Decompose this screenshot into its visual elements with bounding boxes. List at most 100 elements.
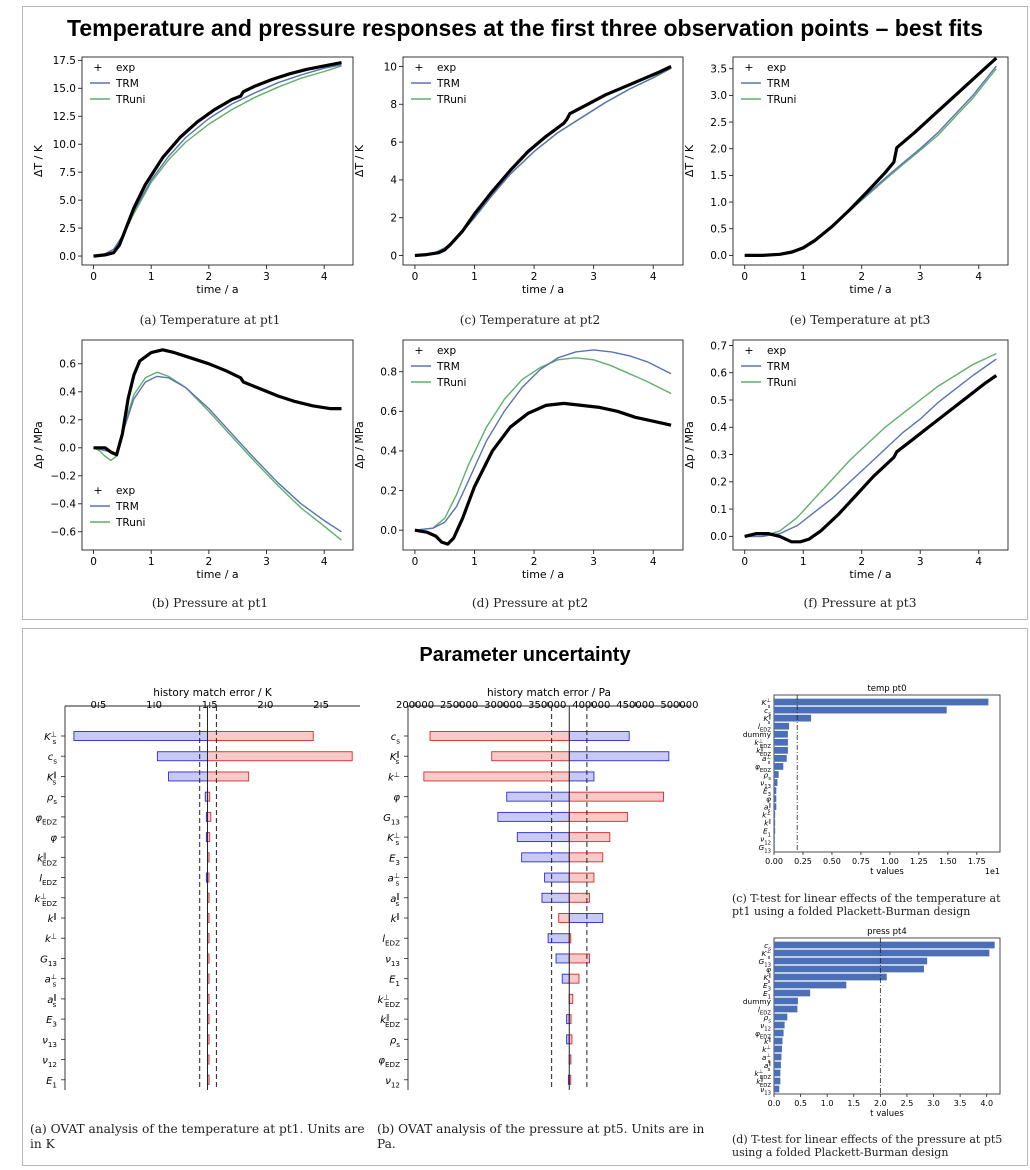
x-tick-label: 1.25 xyxy=(910,857,928,866)
y-tick-label: 0.7 xyxy=(710,340,727,352)
x-tick-label: 2 xyxy=(206,271,213,283)
high-bar xyxy=(207,811,212,822)
bar xyxy=(774,827,776,835)
category-label: dummy xyxy=(743,997,772,1006)
x-tick-label: 3 xyxy=(917,271,924,283)
category-label: cs xyxy=(764,941,771,953)
bar xyxy=(774,738,788,746)
top-panel: Temperature and pressure responses at th… xyxy=(22,6,1028,620)
high-bar xyxy=(423,771,570,782)
x-tick-label: 1.0 xyxy=(821,1099,834,1108)
category-label: E3 xyxy=(389,853,400,867)
caption-ttest-temperature: (c) T-test for linear effects of the tem… xyxy=(732,892,1001,918)
high-bar xyxy=(568,973,580,984)
x-tick-label: 1.00 xyxy=(881,857,899,866)
series-line-TRM xyxy=(93,64,342,257)
bar xyxy=(774,706,947,714)
category-label: a∥ s xyxy=(764,1060,771,1073)
category-label: ν12 xyxy=(385,1076,400,1090)
x-axis-label: t values xyxy=(870,1109,904,1119)
legend-marker-exp: + xyxy=(744,344,753,357)
x-axis-label: time / a xyxy=(849,568,891,581)
category-label: ρs xyxy=(47,793,57,807)
y-tick-label: 0.8 xyxy=(380,366,397,378)
caption-ttest-pressure: (d) T-test for linear effects of the pre… xyxy=(732,1133,1003,1159)
category-label: k∥ xyxy=(764,818,771,828)
category-label: ν13 xyxy=(385,954,400,968)
category-label: a⊥ s xyxy=(45,972,57,989)
x-axis-label: time / a xyxy=(522,568,564,581)
y-tick-label: 7.5 xyxy=(59,167,76,179)
y-axis-label: Δp / MPa xyxy=(683,421,696,469)
bar xyxy=(774,787,777,794)
category-label: φ xyxy=(766,794,771,803)
y-tick-label: 12.5 xyxy=(53,111,76,123)
category-label: k⊥ EDZ xyxy=(34,891,57,908)
category-label: E1 xyxy=(389,975,400,989)
y-axis-label: ΔT / K xyxy=(32,144,45,177)
y-tick-label: 2.5 xyxy=(59,223,76,235)
category-label: ν13 xyxy=(760,778,771,790)
series-line-TRM xyxy=(414,349,672,531)
bar xyxy=(774,1069,781,1077)
low-bar xyxy=(516,832,570,843)
category-label: k∥ xyxy=(391,912,400,926)
axis-multiplier: 1e1 xyxy=(985,867,1000,876)
x-tick-label: 3 xyxy=(263,556,270,568)
legend-label-exp: exp xyxy=(767,345,786,357)
legend-marker-exp: + xyxy=(93,61,102,74)
category-label: φ xyxy=(393,793,400,804)
x-tick-label: 4 xyxy=(975,271,982,283)
x-tick-label: 0.5 xyxy=(794,1099,807,1108)
x-tick-value: 250000 xyxy=(440,700,478,711)
y-tick-label: 0.3 xyxy=(710,449,727,461)
series-line-TRuni xyxy=(414,357,672,531)
chart-title: press pt4 xyxy=(867,927,907,937)
x-tick-label: 2 xyxy=(206,556,213,568)
legend-label-TRM: TRM xyxy=(436,361,460,373)
bar xyxy=(774,843,775,851)
legend-label-exp: exp xyxy=(767,62,786,74)
category-label: ρs xyxy=(764,770,772,782)
x-axis-label: time / a xyxy=(849,283,891,296)
category-label: E1 xyxy=(763,827,771,839)
low-bar xyxy=(568,731,630,741)
legend-marker-exp: + xyxy=(93,484,102,497)
x-tick-label: 3 xyxy=(917,556,924,568)
y-tick-label: 0.0 xyxy=(710,531,727,543)
category-label: ν12 xyxy=(760,835,771,847)
y-tick-label: 10 xyxy=(384,61,397,73)
low-bar xyxy=(73,731,208,741)
series-line-exp xyxy=(414,401,672,546)
x-tick-label: 1 xyxy=(471,556,478,568)
high-bar xyxy=(568,872,595,883)
legend-label-TRuni: TRuni xyxy=(436,377,466,389)
y-tick-label: 0.6 xyxy=(59,359,76,371)
high-bar xyxy=(558,913,570,923)
low-bar xyxy=(168,771,208,782)
category-label: a⊥ s xyxy=(762,754,772,766)
y-tick-label: 0.4 xyxy=(380,446,397,458)
x-tick-label: 4 xyxy=(321,271,328,283)
y-tick-label: 5.0 xyxy=(59,195,76,207)
x-tick-label: 2.5 xyxy=(901,1099,914,1108)
caption-ovat-temperature: (a) OVAT analysis of the temperature at … xyxy=(30,1122,365,1151)
plot-frame-d xyxy=(402,339,684,551)
chart-title: history match error / Pa xyxy=(487,687,611,699)
category-label: K∥ s xyxy=(763,972,771,985)
series-line-exp xyxy=(414,65,672,258)
y-tick-label: −0.2 xyxy=(51,471,77,483)
bar xyxy=(774,755,787,762)
chart-title: temp pt0 xyxy=(867,684,906,694)
x-tick-label: 4 xyxy=(975,556,982,568)
category-label: ρs xyxy=(390,1035,400,1049)
category-label: lEDZ xyxy=(39,874,57,888)
x-tick-value: 350000 xyxy=(528,700,566,711)
legend-label-exp: exp xyxy=(437,62,456,74)
x-tick-label: 3 xyxy=(263,271,270,283)
y-tick-label: 0 xyxy=(390,250,397,262)
x-tick-label: 0 xyxy=(412,556,419,568)
category-label: ν13 xyxy=(42,1035,57,1049)
y-axis-label: Δp / MPa xyxy=(32,421,45,469)
x-axis-label: time / a xyxy=(196,568,238,581)
